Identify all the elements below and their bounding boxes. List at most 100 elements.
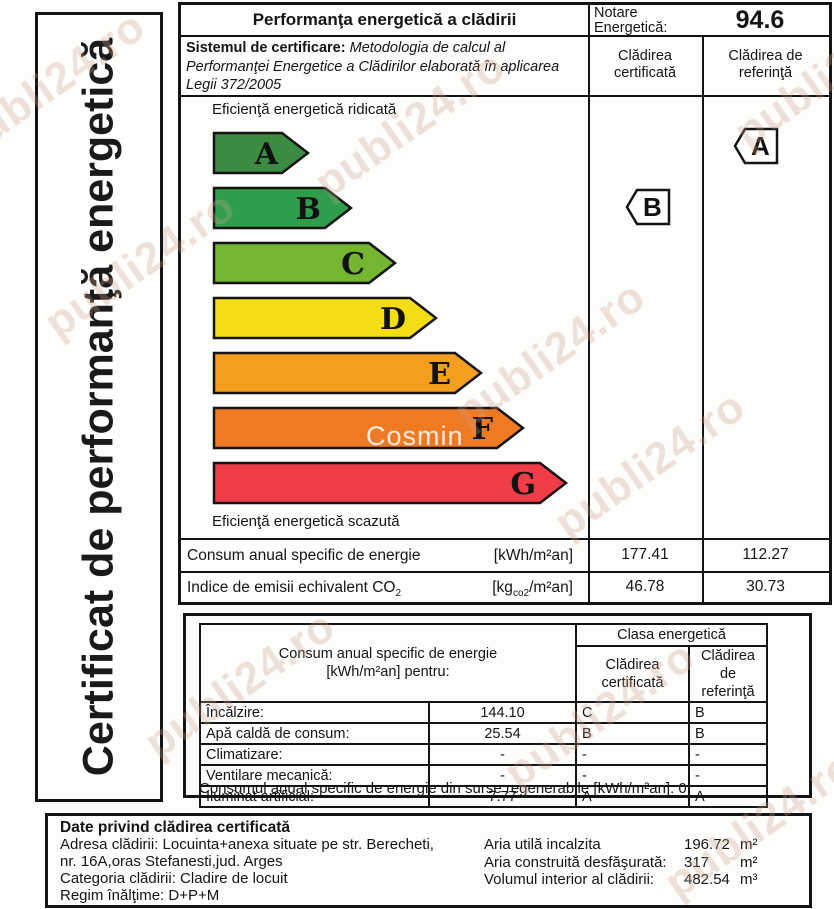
co2-certified-value: 46.78 (625, 577, 665, 595)
detail-row: Climatizare: - - - (199, 743, 769, 766)
arrow-shape-icon: B (212, 186, 353, 230)
arrow-shape-icon: F (212, 406, 525, 450)
divider (181, 95, 829, 97)
co2-row-unit: [kgco2/m²an] (459, 579, 573, 599)
metric-value: 317 (684, 853, 710, 871)
consumption-certified-value: 177.41 (621, 545, 669, 563)
detail-row-label: Climatizare: (199, 743, 430, 766)
co2-row-label: Indice de emisii echivalent CO2 (187, 579, 401, 599)
class-tag-icon: A (733, 127, 779, 165)
divider (702, 35, 704, 602)
arrow-shape-icon: G (212, 461, 568, 505)
detail-row: Apă caldă de consum: 25.54 B B (199, 722, 769, 745)
metric-unit: m² (740, 836, 758, 853)
detail-row-value: 25.54 (428, 722, 577, 745)
divider (588, 5, 590, 602)
metric-value: 196.72 (684, 836, 730, 853)
metric-label: Aria construită desfăşurată: (484, 853, 667, 871)
co2-unit-subscript: co2 (512, 588, 530, 600)
detail-header-reference: Clădirea de referinţă (687, 645, 769, 703)
svg-text:F: F (472, 412, 493, 447)
svg-text:B: B (643, 192, 662, 222)
detail-row-value: 144.10 (428, 701, 577, 724)
building-metric-row: Aria construită desfăşurată: 317 m² (484, 854, 770, 872)
detail-header-line2: [kWh/m²an] pentru: (326, 664, 450, 680)
detail-header-consumption: Consum anual specific de energie [kWh/m²… (199, 623, 577, 703)
svg-text:B: B (296, 192, 321, 227)
arrow-shape-icon: C (212, 241, 397, 285)
metric-value: 482.54 (684, 871, 730, 888)
building-metric-row: Aria utilă incalzita 196.72 m² (484, 836, 770, 854)
detail-row-reference-class: B (687, 722, 769, 745)
detail-row-label: Încălzire: (199, 701, 430, 724)
divider (181, 35, 829, 37)
metric-label: Volumul interior al clădirii: (484, 871, 655, 888)
consumption-detail-box: Consum anual specific de energie [kWh/m²… (183, 613, 812, 808)
certificate-title: Performanţa energetică a clădirii (252, 10, 517, 29)
reference-class-marker: A (733, 127, 779, 165)
detail-row-certified-class: - (575, 764, 690, 787)
co2-unit-suffix: /m²an] (529, 579, 573, 596)
renewable-energy-footer: Consumul anual specific de energie din s… (199, 780, 687, 797)
co2-unit-prefix: [kg (492, 579, 513, 596)
energy-class-arrow-e: E (212, 351, 483, 395)
building-metric-row: Volumul interior al clădirii: 482.54 m³ (484, 871, 770, 889)
certification-system-method: Metodologia de calcul al Performanţei En… (186, 40, 560, 93)
energy-class-arrow-a: A (212, 131, 310, 175)
detail-row: Iluminat artificial: 7.77 A A (199, 785, 769, 808)
energy-class-arrow-c: C (212, 241, 397, 285)
detail-row-certified-class: B (575, 722, 690, 745)
energy-class-arrow-b: B (212, 186, 353, 230)
energy-class-arrow-g: G (212, 461, 568, 505)
metric-unit: m³ (740, 871, 758, 888)
column-header-reference: Clădirea de referinţă (728, 48, 803, 81)
metric-unit: m² (740, 853, 758, 871)
svg-text:C: C (341, 247, 365, 282)
co2-label-text: Indice de emisii echivalent CO (187, 579, 396, 596)
detail-header-class: Clasa energetică (574, 623, 769, 647)
detail-row-certified-class: - (575, 743, 690, 766)
building-data-left: Date privind clădirea certificată Adresa… (60, 819, 434, 904)
column-header-certified: Clădirea certificată (613, 48, 677, 81)
detail-row-reference-class: - (687, 764, 769, 787)
high-efficiency-label: Eficienţă energetică ridicată (212, 101, 397, 118)
detail-row-label: Iluminat artificial: (199, 785, 430, 808)
detail-row: Ventilare mecanică: - - - (199, 764, 769, 787)
building-category: Categoria clădirii: Cladire de locuit (60, 870, 288, 887)
class-tag-icon: B (625, 188, 671, 226)
metric-label: Aria utilă incalzita (484, 836, 601, 853)
building-metrics: Aria utilă incalzita 196.72 m² Aria constru… (484, 836, 770, 889)
consumption-row-label: Consum anual specific de energie (187, 547, 421, 564)
detail-row-reference-class: A (687, 785, 769, 808)
divider (181, 571, 829, 573)
energy-score-value: 94.6 (735, 5, 785, 34)
svg-text:A: A (751, 131, 770, 161)
energy-class-arrow-d: D (212, 296, 438, 340)
certificate-main-panel: Performanţa energetică a clădirii Notare… (178, 2, 832, 605)
detail-row-certified-class: A (575, 785, 690, 808)
detail-row-reference-class: B (687, 701, 769, 724)
building-height-regime: Regim înălţime: D+P+M (60, 887, 220, 904)
arrow-shape-icon: D (212, 296, 438, 340)
certification-system-text: Sistemul de certificare: Metodologia de … (186, 39, 584, 95)
detail-row-value: 7.77 (428, 785, 577, 808)
svg-text:E: E (428, 357, 451, 392)
detail-row: Încălzire: 144.10 C B (199, 701, 769, 724)
consumption-row-unit: [kWh/m²an] (493, 547, 573, 564)
co2-reference-value: 30.73 (746, 577, 785, 595)
svg-text:D: D (380, 302, 406, 337)
divider (181, 538, 829, 540)
arrow-shape-icon: A (212, 131, 310, 175)
svg-text:A: A (254, 137, 279, 172)
co2-label-subscript: 2 (395, 588, 402, 600)
detail-row-label: Apă caldă de consum: (199, 722, 430, 745)
building-data-title: Date privind clădirea certificată (60, 819, 291, 836)
energy-score-label: Notare Energetică: (594, 5, 668, 36)
certified-class-marker: B (625, 188, 671, 226)
building-address-line1: Adresa clădirii: Locuinta+anexa situate … (60, 836, 434, 853)
detail-header-line1: Consum anual specific de energie (278, 646, 498, 662)
certificate-vertical-title: Certificat de performanţă energetică (74, 37, 123, 777)
building-address-line2: nr. 16A,oras Stefanesti,jud. Arges (60, 853, 283, 870)
svg-text:G: G (510, 467, 536, 502)
